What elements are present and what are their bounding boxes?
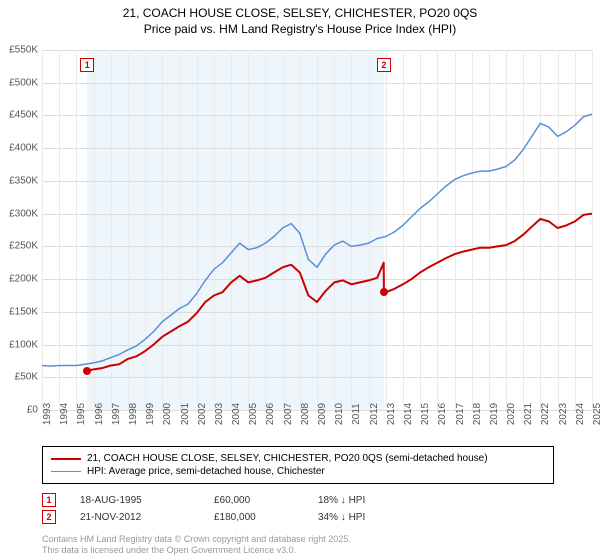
x-gridline: [592, 50, 593, 410]
y-tick-label: £300K: [9, 208, 38, 219]
x-tick-label: 1993: [42, 403, 53, 425]
y-tick-label: £200K: [9, 274, 38, 285]
x-tick-label: 1995: [76, 403, 87, 425]
x-tick-label: 2005: [248, 403, 259, 425]
legend-label-property: 21, COACH HOUSE CLOSE, SELSEY, CHICHESTE…: [87, 453, 488, 464]
y-tick-label: £250K: [9, 241, 38, 252]
y-tick-label: £500K: [9, 77, 38, 88]
legend-swatch-hpi: [51, 471, 81, 472]
x-tick-label: 2024: [575, 403, 586, 425]
footer-line-2: This data is licensed under the Open Gov…: [42, 545, 351, 556]
x-tick-label: 2012: [369, 403, 380, 425]
sale-row-date: 18-AUG-1995: [80, 495, 190, 506]
y-tick-label: £550K: [9, 45, 38, 56]
sale-row-delta: 18% ↓ HPI: [318, 495, 365, 506]
series-hpi: [42, 114, 592, 366]
chart-title: 21, COACH HOUSE CLOSE, SELSEY, CHICHESTE…: [0, 0, 600, 39]
x-tick-label: 2000: [162, 403, 173, 425]
x-tick-label: 1998: [128, 403, 139, 425]
y-tick-label: £50K: [15, 372, 38, 383]
x-tick-label: 1994: [59, 403, 70, 425]
x-tick-label: 2023: [558, 403, 569, 425]
sale-dot: [83, 367, 91, 375]
sales-table: 1 18-AUG-1995 £60,000 18% ↓ HPI 2 21-NOV-2012…: [42, 490, 554, 527]
y-tick-label: £350K: [9, 175, 38, 186]
x-tick-label: 2014: [403, 403, 414, 425]
plot-area: 12: [42, 50, 592, 410]
sale-row-marker: 2: [42, 510, 56, 524]
x-tick-label: 2002: [197, 403, 208, 425]
x-axis: 1993199419951996199719981999200020012002…: [42, 410, 592, 450]
legend-row-hpi: HPI: Average price, semi-detached house,…: [51, 466, 545, 477]
x-tick-label: 1997: [111, 403, 122, 425]
sale-row: 2 21-NOV-2012 £180,000 34% ↓ HPI: [42, 510, 554, 524]
x-tick-label: 2001: [180, 403, 191, 425]
x-tick-label: 2003: [214, 403, 225, 425]
x-tick-label: 2004: [231, 403, 242, 425]
y-tick-label: £0: [27, 405, 38, 416]
legend-row-property: 21, COACH HOUSE CLOSE, SELSEY, CHICHESTE…: [51, 453, 545, 464]
legend-swatch-property: [51, 458, 81, 460]
sale-row: 1 18-AUG-1995 £60,000 18% ↓ HPI: [42, 493, 554, 507]
x-tick-label: 2020: [506, 403, 517, 425]
y-tick-label: £100K: [9, 339, 38, 350]
y-tick-label: £450K: [9, 110, 38, 121]
y-tick-label: £400K: [9, 143, 38, 154]
y-tick-label: £150K: [9, 306, 38, 317]
sale-dot: [380, 288, 388, 296]
sale-row-delta: 34% ↓ HPI: [318, 512, 365, 523]
x-tick-label: 1996: [94, 403, 105, 425]
legend-label-hpi: HPI: Average price, semi-detached house,…: [87, 466, 325, 477]
sale-row-marker: 1: [42, 493, 56, 507]
y-axis: £0£50K£100K£150K£200K£250K£300K£350K£400…: [0, 50, 42, 410]
x-tick-label: 2018: [472, 403, 483, 425]
x-tick-label: 2007: [283, 403, 294, 425]
x-tick-label: 2019: [489, 403, 500, 425]
lines-svg: [42, 50, 592, 410]
sale-marker: 1: [80, 58, 94, 72]
x-tick-label: 2011: [351, 403, 362, 425]
sale-row-date: 21-NOV-2012: [80, 512, 190, 523]
series-property: [87, 214, 592, 371]
sale-row-price: £60,000: [214, 495, 294, 506]
x-tick-label: 2013: [386, 403, 397, 425]
x-tick-label: 2008: [300, 403, 311, 425]
x-tick-label: 2017: [455, 403, 466, 425]
footer-line-1: Contains HM Land Registry data © Crown c…: [42, 534, 351, 545]
footer-attribution: Contains HM Land Registry data © Crown c…: [42, 534, 351, 556]
x-tick-label: 2009: [317, 403, 328, 425]
sale-row-price: £180,000: [214, 512, 294, 523]
x-tick-label: 2025: [592, 403, 600, 425]
x-tick-label: 2022: [540, 403, 551, 425]
x-tick-label: 2016: [437, 403, 448, 425]
title-line-2: Price paid vs. HM Land Registry's House …: [10, 22, 590, 38]
chart-container: 21, COACH HOUSE CLOSE, SELSEY, CHICHESTE…: [0, 0, 600, 560]
x-tick-label: 1999: [145, 403, 156, 425]
x-tick-label: 2006: [265, 403, 276, 425]
sale-marker: 2: [377, 58, 391, 72]
x-tick-label: 2015: [420, 403, 431, 425]
x-tick-label: 2021: [523, 403, 534, 425]
x-tick-label: 2010: [334, 403, 345, 425]
legend-box: 21, COACH HOUSE CLOSE, SELSEY, CHICHESTE…: [42, 446, 554, 484]
title-line-1: 21, COACH HOUSE CLOSE, SELSEY, CHICHESTE…: [10, 6, 590, 22]
